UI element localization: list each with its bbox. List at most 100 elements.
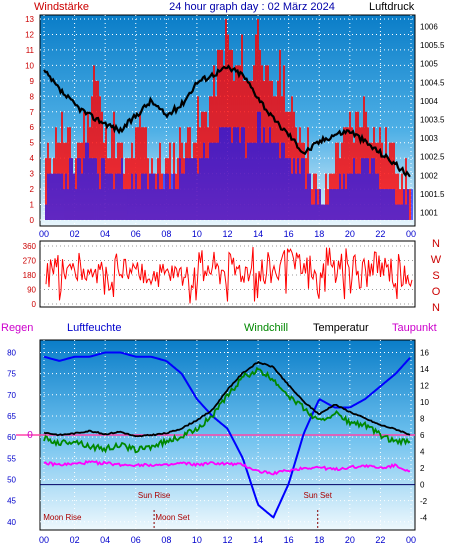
- label-luftfeuchte: Luftfeuchte: [67, 322, 121, 334]
- wind-left-tick: 0: [30, 216, 35, 225]
- pressure-right-tick: 1004.5: [420, 78, 445, 87]
- humidity-left-tick: 40: [7, 518, 16, 527]
- wind-left-tick: 3: [30, 170, 35, 179]
- pressure-series: [43, 64, 411, 178]
- temperature-x-tick: 12: [222, 535, 232, 545]
- series-luftfeuchte: [43, 351, 411, 519]
- wind-mean-series: [45, 111, 413, 220]
- wind-left-tick: 4: [30, 154, 35, 163]
- annotation-moon-rise: Moon Rise: [43, 513, 82, 522]
- temperature-right-tick: 6: [420, 431, 425, 440]
- temperature-x-tick: 00: [406, 535, 416, 545]
- pressure-right-tick: 1002: [420, 171, 438, 180]
- pressure-right-tick: 1001.5: [420, 190, 445, 199]
- temperature-right-tick: 2: [420, 464, 425, 473]
- wind-x-tick: 00: [39, 229, 49, 239]
- humidity-left-tick: 75: [7, 370, 16, 379]
- wind-x-ticks: 00 02 04 06 08 10 12 14 16 18 20 22 00: [39, 229, 416, 239]
- temperature-right-tick: 12: [420, 381, 429, 390]
- wind-x-tick: 12: [222, 229, 232, 239]
- wind-direction-line: [45, 246, 413, 304]
- series-windchill: [43, 366, 411, 454]
- temperature-series: [43, 351, 411, 519]
- wind-x-tick: 22: [375, 229, 385, 239]
- temperature-right-tick: 10: [420, 398, 429, 407]
- left-axis-label-windstaerke: Windstärke: [34, 1, 89, 13]
- temperature-x-tick: 00: [39, 535, 49, 545]
- rain-zero-label: 0: [27, 430, 33, 441]
- humidity-left-tick: 45: [7, 497, 16, 506]
- pressure-right-ticks: 1001 1001.5 1002 1002.5 1003 1003.5 1004 1004.5…: [420, 22, 445, 217]
- wind-left-tick: 11: [26, 46, 35, 55]
- wind-left-tick: 8: [30, 92, 35, 101]
- temperature-x-tick: 02: [70, 535, 80, 545]
- label-taupunkt: Taupunkt: [392, 322, 437, 334]
- pressure-line: [43, 64, 411, 178]
- wind-left-tick: 10: [25, 61, 34, 70]
- direction-left-tick: 180: [23, 271, 37, 280]
- temperature-x-tick: 20: [345, 535, 355, 545]
- wind-x-tick: 00: [406, 229, 416, 239]
- humidity-left-tick: 60: [7, 433, 16, 442]
- wind-left-tick: 2: [30, 185, 35, 194]
- temperature-x-tick: 18: [314, 535, 324, 545]
- wind-x-tick: 20: [345, 229, 355, 239]
- temperature-x-tick: 16: [284, 535, 294, 545]
- compass-letter: N: [432, 302, 440, 314]
- direction-left-tick: 90: [27, 286, 36, 295]
- chart-title: 24 hour graph day : 02 März 2024: [169, 1, 335, 13]
- pressure-right-tick: 1001: [420, 209, 438, 218]
- direction-left-tick: 360: [23, 242, 37, 251]
- humidity-left-tick: 50: [7, 475, 16, 484]
- temperature-x-tick: 04: [100, 535, 110, 545]
- wind-left-tick: 6: [30, 123, 35, 132]
- wind-left-tick: 9: [30, 77, 35, 86]
- temperature-right-tick: 14: [420, 365, 429, 374]
- pressure-right-tick: 1002.5: [420, 153, 445, 162]
- temperature-right-ticks: -4 -2 0 2 4 6 8 10 12 14 16: [420, 348, 429, 522]
- wind-left-tick: 13: [25, 15, 34, 24]
- pressure-right-tick: 1005: [420, 60, 438, 69]
- wind-x-tick: 10: [192, 229, 202, 239]
- right-axis-label-luftdruck: Luftdruck: [369, 1, 415, 13]
- temperature-x-tick: 10: [192, 535, 202, 545]
- humidity-left-tick: 70: [7, 391, 16, 400]
- direction-left-ticks: 0 90 180 270 360: [23, 242, 37, 309]
- wind-direction-series: [45, 246, 413, 304]
- humidity-left-tick: 65: [7, 412, 16, 421]
- temperature-right-tick: 0: [420, 481, 425, 490]
- wind-left-tick: 1: [30, 201, 35, 210]
- series-taupunkt: [43, 459, 411, 476]
- pressure-right-tick: 1005.5: [420, 41, 445, 50]
- pressure-right-tick: 1003: [420, 134, 438, 143]
- compass-letter: N: [432, 238, 440, 250]
- direction-left-tick: 0: [32, 300, 37, 309]
- wind-left-tick: 7: [30, 108, 35, 117]
- temperature-right-tick: 16: [420, 348, 429, 357]
- compass-letter: W: [431, 254, 442, 266]
- temperature-x-tick: 14: [253, 535, 263, 545]
- pressure-right-tick: 1004: [420, 97, 438, 106]
- direction-left-tick: 270: [23, 257, 37, 266]
- temperature-x-tick: 22: [375, 535, 385, 545]
- annotation-sun-rise: Sun Rise: [138, 491, 171, 500]
- wind-left-tick: 5: [30, 139, 35, 148]
- temperature-plot-grid: [16, 340, 415, 530]
- pressure-right-tick: 1006: [420, 22, 438, 31]
- temperature-right-tick: 4: [420, 448, 425, 457]
- compass-letter: S: [432, 270, 439, 282]
- compass-letter: O: [432, 286, 441, 298]
- humidity-left-ticks: 40 45 50 55 60 65 70 75 80: [7, 348, 16, 526]
- wind-x-tick: 16: [284, 229, 294, 239]
- temperature-right-tick: -2: [420, 497, 428, 506]
- series-temperatur: [43, 361, 411, 438]
- wind-x-tick: 02: [70, 229, 80, 239]
- wind-left-tick: 12: [25, 30, 34, 39]
- wind-x-tick: 14: [253, 229, 263, 239]
- label-windchill: Windchill: [244, 322, 288, 334]
- temperature-x-tick: 08: [161, 535, 171, 545]
- temperature-right-tick: 8: [420, 414, 425, 423]
